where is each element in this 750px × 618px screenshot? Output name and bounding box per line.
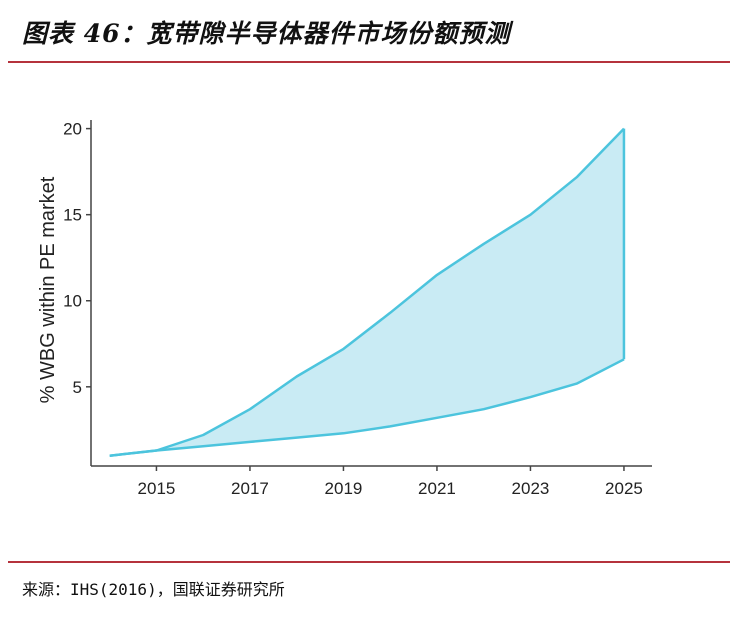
band-area xyxy=(109,128,624,456)
x-tick-label: 2015 xyxy=(138,479,176,498)
lower-bound-line xyxy=(109,358,625,457)
footer-divider xyxy=(8,561,730,563)
wbg-market-share-chart: 5 10 15 20 2015 2017 2019 2021 2023 2025 % WBG wi… xyxy=(37,120,652,498)
source-note: 来源：IHS(2016)，国联证券研究所 xyxy=(22,580,285,599)
y-axis-label: % WBG within PE market xyxy=(37,176,59,403)
x-tick-label: 2025 xyxy=(605,479,643,498)
x-tick-label: 2023 xyxy=(512,479,550,498)
figure-title: 图表 46：宽带隙半导体器件市场份额预测 xyxy=(22,19,511,48)
axes: 5 10 15 20 2015 2017 2019 2021 2023 2025 xyxy=(63,120,652,498)
y-tick-label: 10 xyxy=(63,292,82,311)
y-tick-label: 5 xyxy=(73,378,82,397)
header-divider xyxy=(8,61,730,63)
y-tick-label: 20 xyxy=(63,120,82,139)
x-tick-label: 2019 xyxy=(325,479,363,498)
x-tick-label: 2017 xyxy=(231,479,269,498)
y-tick-label: 15 xyxy=(63,206,82,225)
plot-area xyxy=(109,127,626,457)
x-tick-label: 2021 xyxy=(418,479,456,498)
upper-bound-line xyxy=(109,127,625,457)
